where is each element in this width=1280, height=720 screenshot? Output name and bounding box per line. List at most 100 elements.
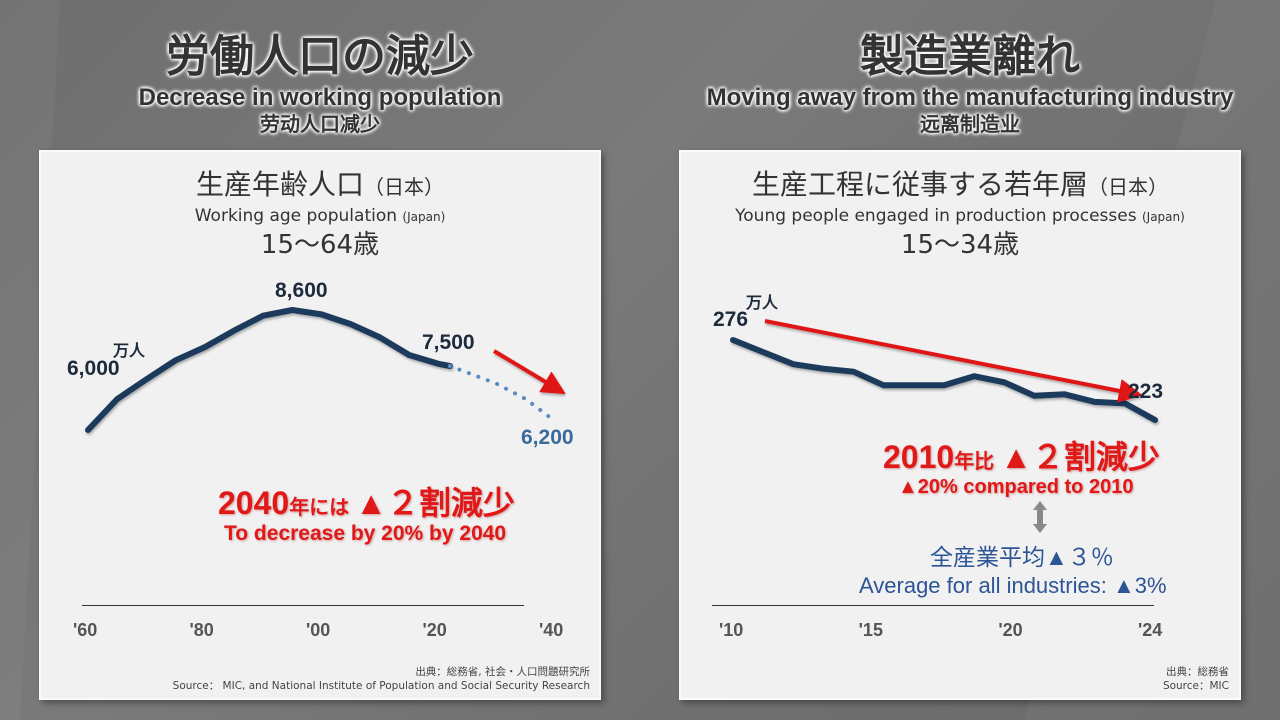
data-point: [525, 399, 526, 400]
right-headline-jp: 製造業離れ: [860, 31, 1080, 82]
left-callout-year: 2040: [218, 485, 290, 521]
right-source-en: Source：MIC: [1162, 680, 1229, 692]
data-point: [974, 376, 975, 377]
data-point: [146, 379, 147, 380]
series-line-actual: [85, 307, 453, 433]
right-trend-arrow: [764, 319, 1143, 403]
left-x-tick: '80: [189, 620, 214, 640]
data-point: [350, 324, 351, 325]
data-point: [263, 315, 264, 316]
left-panel-title-suffix: （日本）: [364, 175, 444, 199]
left-x-tick: '20: [422, 620, 447, 640]
right-x-tick: '20: [998, 620, 1023, 640]
data-point: [793, 364, 794, 365]
right-headline-cn: 远离制造业: [920, 112, 1020, 136]
data-point: [733, 340, 734, 341]
data-point: [1064, 394, 1065, 395]
data-point: [88, 430, 89, 431]
data-point: [1034, 395, 1035, 396]
data-point: [409, 355, 410, 356]
data-point: [853, 371, 854, 372]
left-panel-title: 生産年齢人口（日本）: [41, 168, 599, 204]
right-label-223: 223: [1128, 380, 1164, 403]
left-panel-subtitle-suffix: (Japan): [402, 210, 446, 224]
left-panel-subtitle: Working age population (Japan): [41, 205, 599, 228]
left-headline-jp: 労働人口の減少: [166, 31, 474, 82]
right-callout-en: ▲20% compared to 2010: [898, 476, 1134, 498]
right-panel-title: 生産工程に従事する若年層（日本）: [681, 168, 1239, 204]
left-age-range: 15～64歳: [260, 230, 380, 260]
data-point: [1004, 382, 1005, 383]
right-headline: 製造業離れ Moving away from the manufacturing…: [660, 30, 1280, 136]
double-arrow-icon: [1033, 501, 1047, 533]
left-callout-en: To decrease by 20% by 2040: [224, 522, 507, 545]
right-callout-main: 2010年比 ▲２割減少: [883, 432, 1160, 478]
left-headline: 労働人口の減少 Decrease in working population 劳…: [40, 30, 600, 136]
right-source-jp: 出典：総務省: [1166, 666, 1229, 678]
series-line-young-production-workers: [730, 337, 1158, 423]
left-trend-arrow: [492, 349, 566, 395]
left-callout-mid: 年には: [289, 497, 350, 519]
right-compare-jp: 全産業平均▲３％: [930, 544, 1114, 570]
right-x-axis: [712, 605, 1154, 606]
right-unit-label: 万人: [746, 295, 779, 312]
right-panel-title-jp: 生産工程に従事する若年層: [751, 168, 1088, 201]
right-x-tick: '15: [858, 620, 883, 640]
left-headline-en: Decrease in working population: [138, 84, 502, 111]
data-point: [379, 337, 380, 338]
data-point: [117, 399, 118, 400]
left-panel-subtitle-en: Working age population: [194, 206, 398, 226]
left-label-6200: 6,200: [521, 426, 574, 449]
left-label-7500: 7,500: [422, 331, 475, 354]
data-point: [233, 330, 234, 331]
left-x-tick: '00: [306, 620, 331, 640]
data-point: [438, 363, 439, 364]
right-x-tick: '10: [719, 620, 744, 640]
data-point: [883, 385, 884, 386]
right-chart-panel: 生産工程に従事する若年層（日本） Young people engaged in…: [679, 150, 1241, 700]
data-point: [555, 421, 556, 422]
right-callout-mid: 年比: [954, 451, 995, 473]
left-callout-suffix: ▲２割減少: [355, 485, 515, 521]
left-plot: [85, 307, 557, 433]
data-point: [913, 385, 914, 386]
left-label-8600: 8,600: [275, 279, 328, 302]
data-point: [321, 314, 322, 315]
left-x-tick: '60: [73, 620, 98, 640]
left-source-jp: 出典：総務省, 社会・人口問題研究所: [415, 666, 590, 678]
data-point: [467, 372, 468, 373]
left-x-tick: '40: [539, 620, 564, 640]
right-callout-year: 2010: [883, 439, 955, 475]
right-x-tick: '24: [1138, 620, 1163, 640]
right-panel-subtitle: Young people engaged in production proce…: [681, 205, 1239, 228]
left-headline-cn: 劳动人口减少: [260, 112, 380, 136]
right-callout-suffix: ▲２割減少: [1000, 439, 1160, 475]
series-line-projection: [447, 364, 557, 424]
left-x-axis: [82, 605, 524, 606]
right-label-276: 276: [713, 308, 749, 331]
data-point: [1155, 420, 1156, 421]
data-point: [1124, 403, 1125, 404]
right-compare-en: Average for all industries: ▲3%: [859, 573, 1167, 598]
right-headline-en: Moving away from the manufacturing indus…: [706, 84, 1234, 111]
right-source: 出典：総務省 Source：MIC: [1000, 665, 1229, 693]
data-point: [204, 347, 205, 348]
right-age-range: 15～34歳: [900, 230, 1020, 260]
data-point: [292, 310, 293, 311]
right-panel-subtitle-suffix: (Japan): [1141, 210, 1185, 224]
left-source: 出典：総務省, 社会・人口問題研究所 Source： MIC, and Nati…: [100, 665, 590, 693]
data-point: [944, 385, 945, 386]
left-panel-title-jp: 生産年齢人口: [195, 168, 364, 201]
data-point: [449, 366, 450, 367]
left-label-6000: 6,000: [67, 357, 120, 380]
right-plot: [730, 337, 1158, 423]
data-point: [175, 360, 176, 361]
left-unit-label: 万人: [113, 343, 146, 360]
left-callout-main: 2040年には ▲２割減少: [218, 478, 515, 524]
data-point: [823, 368, 824, 369]
left-source-en: Source： MIC, and National Institute of P…: [172, 680, 590, 692]
data-point: [1094, 401, 1095, 402]
left-chart-panel: 生産年齢人口（日本） Working age population (Japan…: [39, 150, 601, 700]
data-point: [496, 383, 497, 384]
